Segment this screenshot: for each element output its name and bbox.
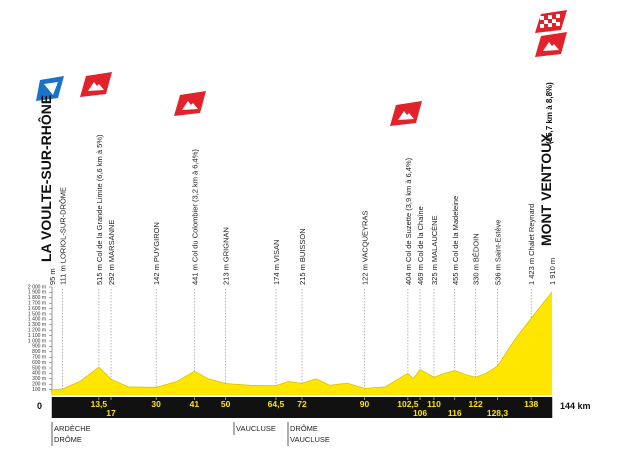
y-tick-label: 200 m — [32, 382, 46, 388]
waypoint-label: 142 m PUYGIRON — [152, 222, 161, 285]
x-tick-label: 50 — [221, 399, 231, 409]
finish-altitude: 1 910 m — [548, 258, 557, 285]
y-tick-label: 1 600 m — [28, 306, 46, 312]
finish-name: MONT VENTOUX — [538, 133, 554, 246]
x-tick-label: 106 — [413, 408, 427, 418]
y-tick-label: 1 800 m — [28, 295, 46, 301]
x-tick-label: 144 km — [560, 401, 591, 411]
waypoint-label: 515 m Col de la Grande Limite (6,6 km à … — [95, 134, 104, 285]
start-name: LA VOULTE-SUR-RHÔNE — [37, 95, 54, 262]
region-label: DRÔME — [54, 435, 82, 444]
profile-area — [52, 291, 552, 395]
region-label: VAUCLUSE — [236, 424, 276, 433]
waypoint-label: 441 m Col du Colombier (3,2 km à 6,4%) — [190, 149, 199, 285]
waypoint-label: 292 m MARSANNE — [107, 220, 116, 285]
waypoint-label: 111 m LORIOL-SUR-DRÔME — [58, 187, 67, 285]
x-tick-label: 72 — [297, 399, 307, 409]
x-tick-label: 128,3 — [487, 408, 509, 418]
climb-flag — [80, 72, 112, 97]
x-tick-label: 13,5 — [91, 399, 108, 409]
y-tick-label: 900 m — [32, 344, 46, 350]
y-tick-label: 1 400 m — [28, 317, 46, 323]
waypoint-label: 174 m VISAN — [272, 240, 281, 285]
y-tick-label: 700 m — [32, 355, 46, 361]
km-band — [52, 397, 552, 418]
waypoint-label: 536 m Saint-Estève — [493, 220, 502, 285]
climb-flag — [174, 91, 206, 116]
y-tick-label: 1 000 m — [28, 338, 46, 344]
region-label: ARDÈCHE — [54, 424, 91, 433]
start-altitude: 95 m — [48, 268, 57, 285]
y-tick-label: 400 m — [32, 371, 46, 377]
y-tick-label: 1 100 m — [28, 333, 46, 339]
waypoint-label: 455 m Col de la Madeleine — [451, 196, 460, 285]
x-tick-label: 64,5 — [268, 399, 285, 409]
x-tick-label: 30 — [151, 399, 161, 409]
y-tick-label: 100 m — [32, 387, 46, 393]
y-tick-label: 1 300 m — [28, 322, 46, 328]
x-tick-label: 116 — [448, 408, 462, 418]
y-tick-label: 800 m — [32, 349, 46, 355]
y-tick-label: 1 500 m — [28, 311, 46, 317]
waypoint-label: 469 m Col de la Chaîne — [416, 206, 425, 285]
waypoint-label: 325 m MALAUCÈNE — [430, 215, 439, 285]
x-tick-label: 90 — [360, 399, 370, 409]
x-tick-label: 102,5 — [397, 399, 419, 409]
start-flag — [36, 76, 64, 101]
profile-line — [51, 291, 553, 391]
y-tick-label: 1 700 m — [28, 301, 46, 307]
x-tick-label: 138 — [524, 399, 538, 409]
y-tick-label: 2 000 m — [28, 284, 46, 290]
y-tick-label: 300 m — [32, 376, 46, 382]
climb-flag — [390, 101, 422, 126]
waypoint-label: 1 423 m Chalet Reynard — [527, 204, 536, 285]
waypoint-label: 215 m BUISSON — [298, 228, 307, 285]
y-tick-label: 1 200 m — [28, 328, 46, 334]
y-tick-label: 500 m — [32, 365, 46, 371]
y-tick-label: 1 900 m — [28, 290, 46, 296]
waypoint-label: 213 m GRIGNAN — [222, 227, 231, 285]
region-label: DRÔME — [290, 424, 318, 433]
finish-climb: (15,7 km à 8,8%) — [545, 82, 554, 144]
y-tick-label: 600 m — [32, 360, 46, 366]
region-label: VAUCLUSE — [290, 435, 330, 444]
x-tick-label: 41 — [190, 399, 200, 409]
x-tick-label: 0 — [37, 401, 42, 411]
x-tick-label: 122 — [469, 399, 483, 409]
waypoint-label: 122 m VACQUEYRAS — [361, 211, 370, 285]
finish-flags — [535, 10, 567, 57]
waypoint-label: 404 m Col de Suzette (3,9 km à 6,4%) — [404, 157, 413, 285]
x-tick-label: 17 — [106, 408, 116, 418]
x-tick-label: 110 — [427, 399, 441, 409]
waypoint-label: 330 m BÉDOIN — [472, 233, 481, 285]
